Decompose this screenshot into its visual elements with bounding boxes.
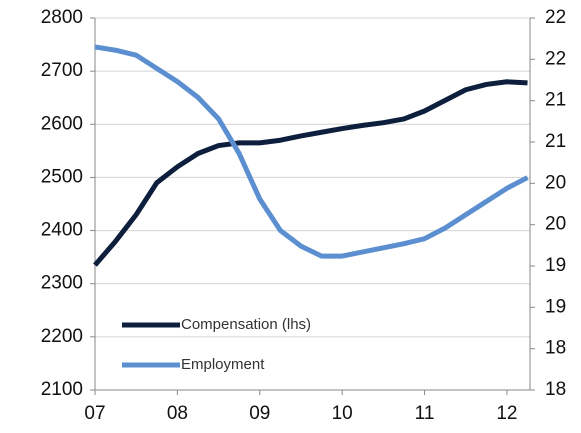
y-tick-label: 2200 xyxy=(41,326,83,347)
y-tick-label: 2500 xyxy=(41,166,83,187)
y-tick-label: 2100 xyxy=(41,379,83,400)
y-tick-label: 2800 xyxy=(41,7,83,28)
x-tick-label: 07 xyxy=(84,403,105,424)
x-tick-label: 12 xyxy=(496,403,517,424)
y2-tick-label: 22 xyxy=(545,48,566,69)
y2-tick-label: 22 xyxy=(545,7,566,28)
y-tick-label: 2700 xyxy=(41,60,83,81)
x-tick-label: 09 xyxy=(249,403,270,424)
y-tick-label: 2600 xyxy=(41,113,83,134)
y-tick-label: 2300 xyxy=(41,273,83,294)
x-tick-label: 11 xyxy=(415,403,435,424)
y2-tick-label: 21 xyxy=(545,131,566,152)
x-tick-label: 10 xyxy=(332,403,353,424)
legend-label: Compensation (lhs) xyxy=(181,316,311,333)
y2-tick-label: 21 xyxy=(545,90,566,111)
legend-label: Employment xyxy=(181,356,265,373)
y2-tick-label: 18 xyxy=(545,338,566,359)
y2-tick-label: 19 xyxy=(545,296,566,317)
y2-tick-label: 20 xyxy=(545,214,566,235)
series-line xyxy=(94,44,529,259)
x-tick-label: 08 xyxy=(167,403,188,424)
y-tick-label: 2400 xyxy=(41,220,83,241)
y2-tick-label: 18 xyxy=(545,379,566,400)
y2-tick-label: 19 xyxy=(545,255,566,276)
y2-tick-label: 20 xyxy=(545,172,566,193)
series-line xyxy=(93,79,528,267)
